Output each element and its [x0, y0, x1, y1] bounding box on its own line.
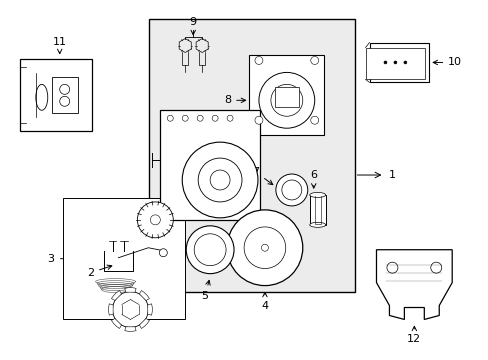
Circle shape	[383, 61, 386, 64]
Circle shape	[275, 174, 307, 206]
Circle shape	[198, 158, 242, 202]
Circle shape	[254, 116, 263, 124]
Bar	[52, 77, 78, 113]
Text: 8: 8	[224, 95, 245, 105]
Text: 10: 10	[432, 58, 461, 67]
Circle shape	[261, 244, 268, 251]
Ellipse shape	[36, 84, 48, 110]
Circle shape	[182, 142, 258, 218]
Circle shape	[112, 292, 148, 328]
Text: 7: 7	[252, 167, 272, 185]
Text: 11: 11	[53, 36, 66, 54]
Bar	[160, 110, 260, 220]
Polygon shape	[108, 304, 113, 315]
Polygon shape	[147, 304, 152, 315]
Ellipse shape	[309, 193, 325, 197]
Text: 1: 1	[387, 170, 395, 180]
Polygon shape	[376, 250, 451, 319]
Circle shape	[159, 249, 167, 257]
Circle shape	[60, 84, 69, 94]
Ellipse shape	[309, 222, 325, 227]
Text: 2: 2	[87, 265, 112, 278]
Circle shape	[60, 96, 69, 106]
Polygon shape	[139, 291, 149, 301]
Circle shape	[393, 61, 396, 64]
Text: 3: 3	[47, 254, 54, 264]
Circle shape	[210, 170, 229, 190]
Circle shape	[430, 262, 441, 273]
Text: 12: 12	[407, 326, 421, 345]
Circle shape	[194, 234, 225, 266]
Bar	[369, 42, 428, 82]
Polygon shape	[139, 319, 149, 328]
Circle shape	[244, 227, 285, 269]
Circle shape	[254, 57, 263, 64]
Circle shape	[259, 72, 314, 128]
Circle shape	[182, 115, 188, 121]
Circle shape	[150, 215, 160, 225]
Bar	[149, 19, 354, 292]
Circle shape	[270, 84, 302, 116]
Bar	[365, 48, 425, 80]
Circle shape	[281, 180, 301, 200]
Circle shape	[226, 115, 233, 121]
Circle shape	[403, 61, 406, 64]
Bar	[62, 198, 185, 319]
Polygon shape	[111, 319, 121, 328]
Circle shape	[186, 226, 234, 274]
Circle shape	[212, 115, 218, 121]
Circle shape	[386, 262, 397, 273]
Polygon shape	[124, 288, 136, 292]
Circle shape	[137, 202, 173, 238]
Circle shape	[197, 115, 203, 121]
Bar	[20, 59, 91, 131]
Bar	[309, 195, 325, 225]
Circle shape	[167, 115, 173, 121]
Circle shape	[310, 116, 318, 124]
Text: 6: 6	[309, 170, 317, 188]
Circle shape	[310, 57, 318, 64]
Bar	[249, 55, 324, 135]
Circle shape	[226, 210, 302, 285]
Text: 9: 9	[189, 17, 196, 35]
Text: 5: 5	[201, 280, 210, 301]
Text: 4: 4	[261, 292, 268, 311]
Polygon shape	[124, 327, 136, 331]
Polygon shape	[111, 291, 121, 301]
Bar	[274, 87, 298, 107]
